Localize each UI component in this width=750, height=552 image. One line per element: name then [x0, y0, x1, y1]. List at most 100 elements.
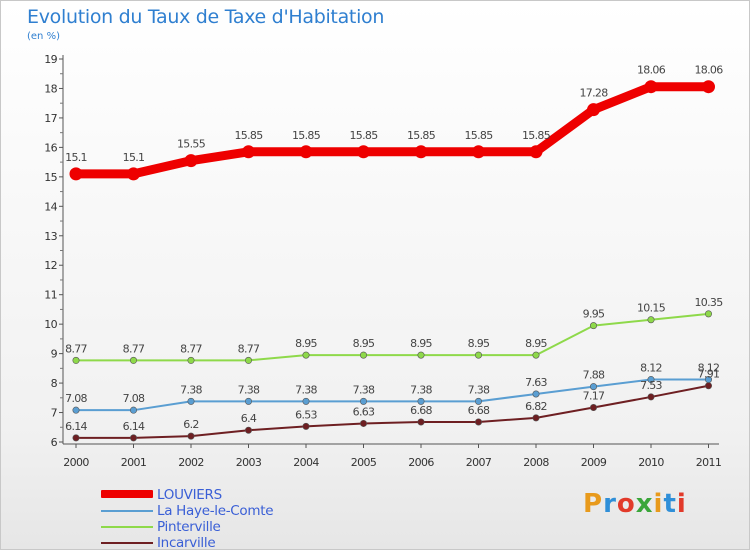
data-point — [72, 434, 80, 442]
data-label: 8.77 — [65, 342, 87, 355]
data-point — [130, 356, 138, 364]
data-label: 7.91 — [698, 368, 720, 381]
legend-swatch — [101, 490, 153, 498]
data-label: 6.68 — [468, 404, 490, 417]
data-point — [704, 310, 712, 318]
legend-swatch — [101, 526, 153, 528]
y-tick-label: 16 — [44, 141, 57, 154]
data-label: 15.85 — [292, 129, 321, 142]
data-label: 7.63 — [525, 376, 547, 389]
data-label: 6.14 — [65, 420, 87, 433]
data-label: 8.95 — [525, 337, 547, 350]
x-tick-label: 2009 — [581, 456, 607, 469]
y-tick-label: 8 — [51, 377, 58, 390]
data-point — [587, 103, 600, 117]
data-point — [417, 351, 425, 359]
y-tick-label: 7 — [51, 407, 58, 420]
y-tick-label: 17 — [44, 112, 57, 125]
data-label: 9.95 — [583, 308, 605, 321]
data-point — [359, 351, 367, 359]
data-label: 7.38 — [295, 383, 317, 396]
data-point — [72, 356, 80, 364]
data-point — [187, 432, 195, 440]
logo-letter: t — [663, 489, 677, 519]
legend-item-pinterville: Pinterville — [101, 519, 361, 536]
data-point — [302, 422, 310, 430]
data-point — [474, 397, 482, 405]
data-label: 7.38 — [180, 383, 202, 396]
data-point — [472, 145, 485, 159]
logo-letter: o — [616, 489, 636, 519]
data-label: 7.17 — [583, 390, 605, 403]
data-point — [589, 404, 597, 412]
data-point — [647, 316, 655, 324]
data-point — [417, 397, 425, 405]
data-label: 7.38 — [353, 383, 375, 396]
data-point — [242, 145, 255, 159]
data-label: 6.63 — [353, 405, 375, 418]
logo-letter: i — [676, 489, 687, 519]
x-tick-label: 2010 — [638, 456, 664, 469]
data-label: 6.82 — [525, 400, 547, 413]
proxiti-logo: Proxiti — [583, 489, 687, 519]
data-point — [644, 80, 658, 94]
data-label: 8.95 — [353, 337, 375, 350]
data-label: 8.12 — [698, 362, 720, 375]
y-tick-label: 18 — [44, 82, 57, 95]
data-point — [127, 167, 140, 181]
data-point — [474, 351, 482, 359]
data-label: 8.77 — [123, 342, 145, 355]
y-tick-label: 14 — [44, 200, 57, 213]
data-label: 15.55 — [177, 138, 206, 151]
data-label: 8.77 — [180, 342, 202, 355]
logo-letter: r — [603, 489, 617, 519]
data-label: 7.08 — [65, 392, 87, 405]
legend-swatch — [101, 510, 153, 512]
x-tick-label: 2005 — [351, 456, 377, 469]
series-line-pinterville — [75, 312, 710, 362]
x-tick-label: 2006 — [408, 456, 434, 469]
data-label: 15.85 — [522, 129, 551, 142]
data-point — [474, 418, 482, 426]
data-label: 7.38 — [410, 383, 432, 396]
y-tick-label: 9 — [51, 348, 58, 361]
data-point — [245, 426, 253, 434]
data-point — [299, 145, 313, 159]
legend-label: Incarville — [157, 535, 216, 551]
data-point — [245, 356, 253, 364]
y-tick-label: 6 — [51, 436, 58, 449]
data-label: 6.2 — [183, 418, 198, 431]
legend-label: LOUVIERS — [157, 487, 222, 503]
data-point — [357, 145, 370, 159]
data-point — [184, 154, 198, 168]
data-point — [187, 397, 195, 405]
data-label: 6.4 — [241, 412, 257, 425]
data-point — [187, 356, 195, 364]
series-line-la-haye-le-comte — [75, 378, 710, 412]
y-tick-label: 19 — [44, 53, 57, 66]
data-label: 6.53 — [295, 408, 317, 421]
x-tick-label: 2003 — [236, 456, 262, 469]
data-label: 10.15 — [637, 302, 666, 315]
data-point — [532, 414, 540, 422]
data-point — [417, 418, 425, 426]
data-label: 15.85 — [407, 129, 436, 142]
data-point — [359, 397, 367, 405]
data-point — [130, 406, 138, 414]
data-point — [589, 383, 597, 391]
data-point — [589, 322, 597, 330]
data-label: 7.38 — [468, 383, 490, 396]
legend-label: Pinterville — [157, 519, 221, 535]
data-label: 17.28 — [580, 87, 609, 100]
data-point — [702, 80, 715, 94]
data-point — [72, 406, 80, 414]
data-label: 15.1 — [123, 151, 145, 164]
series-line-incarville — [75, 384, 710, 439]
data-label: 18.06 — [695, 64, 724, 77]
data-point — [529, 145, 543, 159]
legend-label: La Haye-le-Comte — [157, 503, 274, 519]
data-point — [359, 419, 367, 427]
chart-title: Evolution du Taux de Taxe d'Habitation — [27, 6, 385, 28]
y-tick-label: 13 — [44, 230, 57, 243]
logo-letter: P — [583, 489, 604, 519]
